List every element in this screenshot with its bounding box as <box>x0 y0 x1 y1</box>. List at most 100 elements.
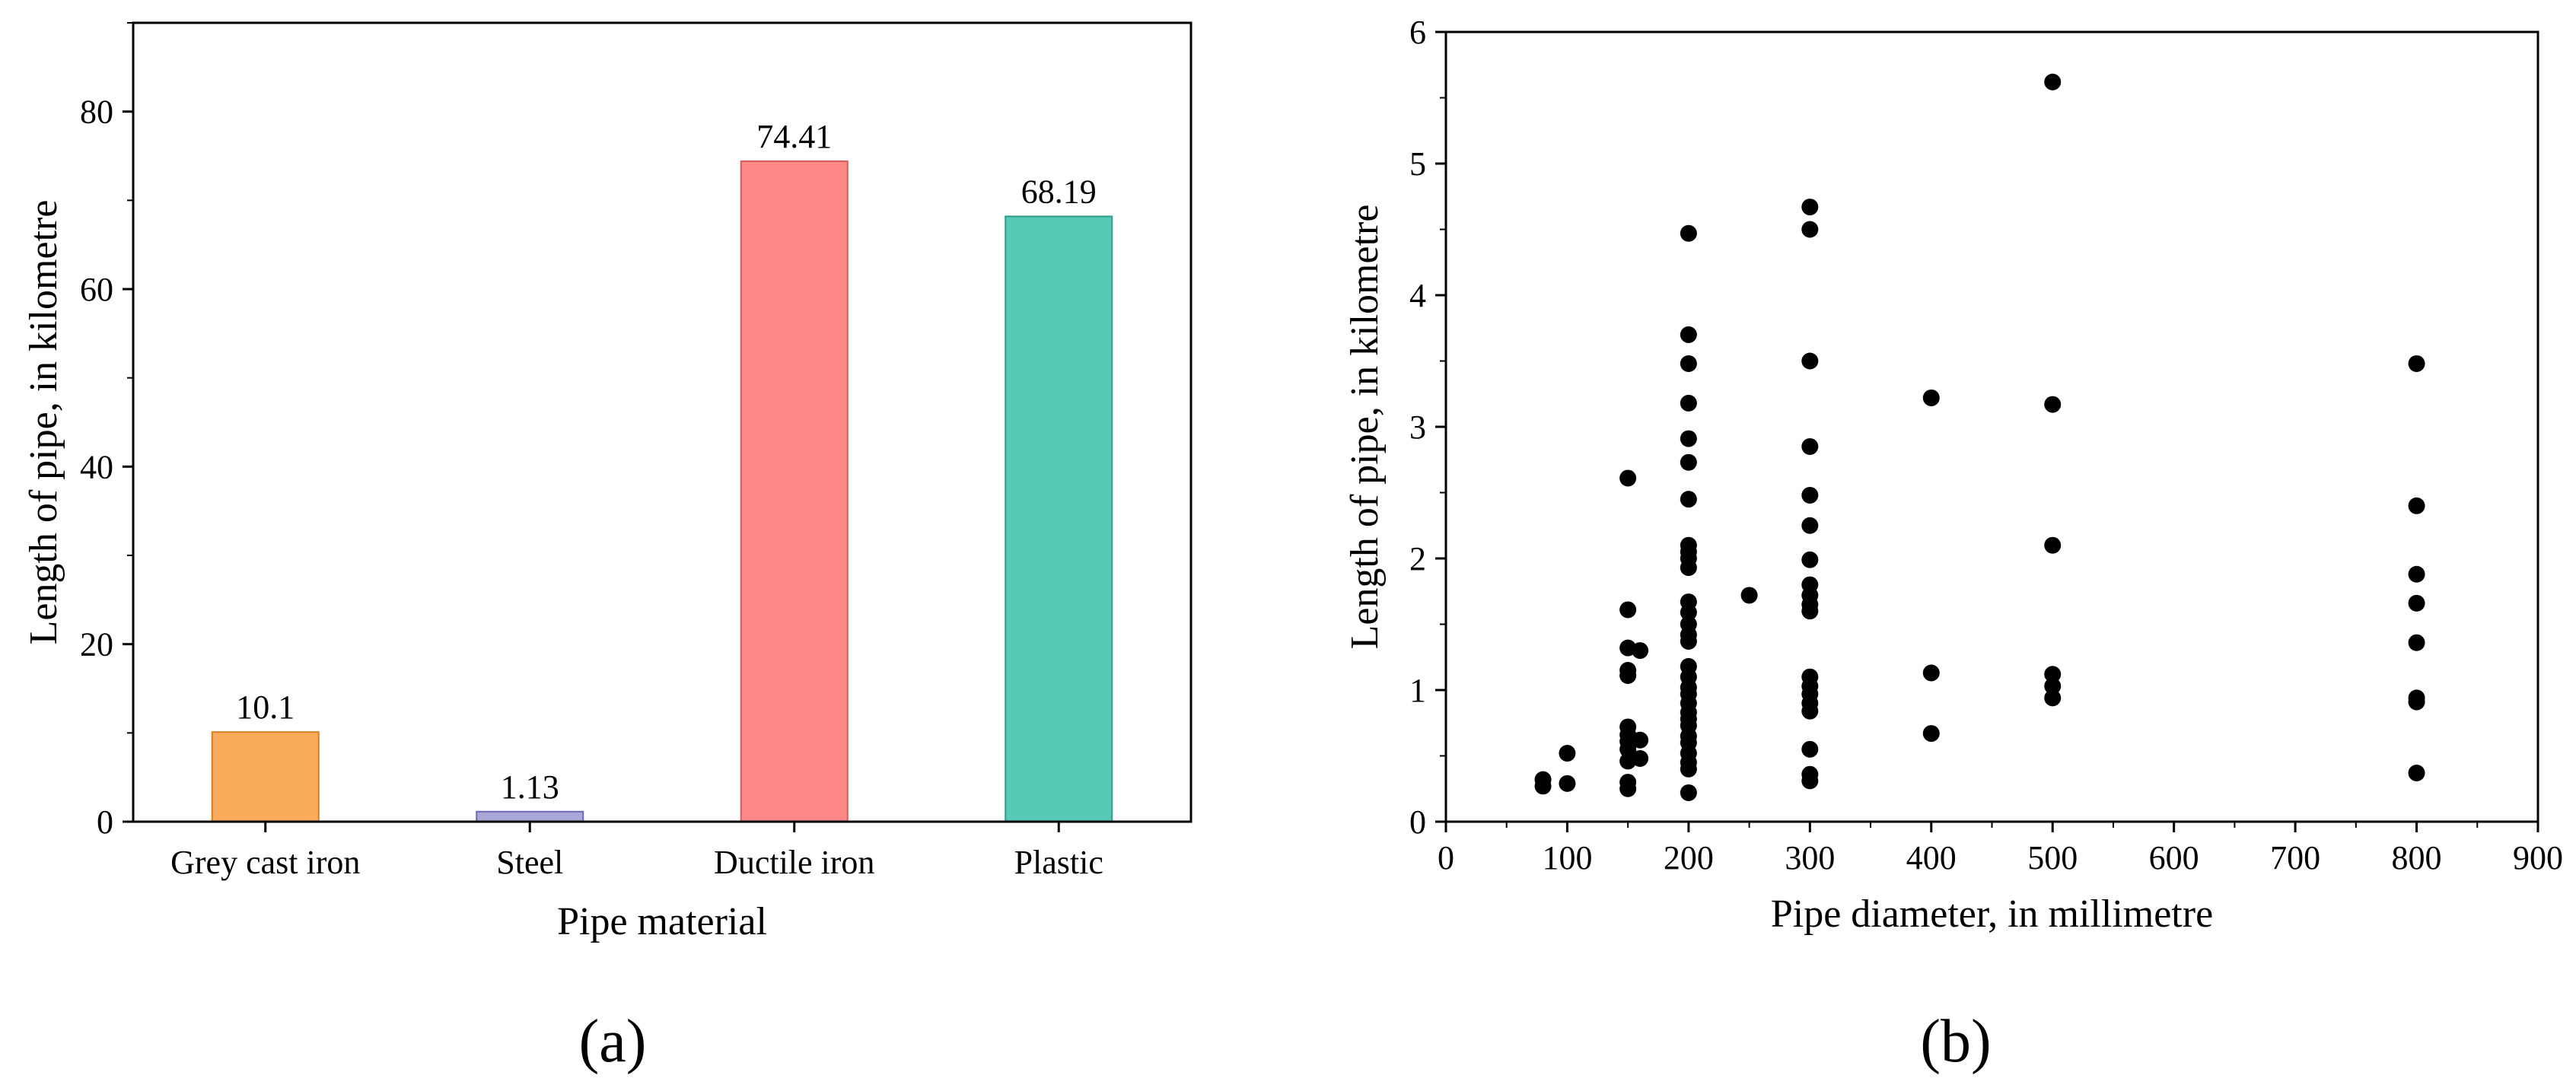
scatter-point <box>2408 355 2425 372</box>
scatter-point <box>2044 73 2062 91</box>
y-tick-label: 20 <box>80 626 113 663</box>
x-tick-label: Ductile iron <box>714 844 874 881</box>
x-tick-label: Plastic <box>1014 844 1103 881</box>
scatter-point <box>1619 469 1637 487</box>
x-tick-label: 200 <box>1664 839 1714 876</box>
scatter-point <box>1680 760 1697 778</box>
panel-label: (a) <box>579 1008 647 1075</box>
scatter-chart-panel: 0 1 2 3 4 5 6 0 100 200 300 400 500 600 700 800 900 Pip… <box>1343 14 2563 1075</box>
scatter-point <box>1680 559 1697 577</box>
x-axis-title: Pipe material <box>557 900 767 943</box>
y-axis-ticks: 0 1 2 3 4 5 6 <box>1409 14 1446 841</box>
plot-frame <box>1444 30 2539 823</box>
y-tick-label: 40 <box>80 448 113 485</box>
scatter-point <box>1680 453 1697 471</box>
scatter-point <box>2408 497 2425 514</box>
y-tick-label: 4 <box>1409 277 1426 314</box>
scatter-point <box>1801 437 1819 455</box>
scatter-point <box>1680 394 1697 412</box>
scatter-point <box>1801 352 1819 370</box>
scatter-point <box>2044 677 2062 695</box>
scatter-point <box>1801 199 1819 216</box>
scatter-point <box>2044 536 2062 554</box>
y-tick-label: 6 <box>1409 14 1426 51</box>
scatter-point <box>1632 642 1649 660</box>
scatter-point <box>1922 664 1940 682</box>
x-tick-label: 600 <box>2149 839 2199 876</box>
scatter-point <box>1801 486 1819 504</box>
scatter-point <box>1559 775 1576 792</box>
scatter-point <box>1922 389 1940 406</box>
scatter-point <box>2044 396 2062 413</box>
scatter-point <box>1922 725 1940 743</box>
panel-label: (b) <box>1920 1008 1991 1075</box>
y-tick-label: 60 <box>80 271 113 308</box>
x-tick-label: 0 <box>1438 839 1454 876</box>
scatter-point <box>1632 749 1649 767</box>
scatter-point <box>1680 430 1697 447</box>
bar-value-label: 68.19 <box>1021 173 1097 210</box>
x-tick-label: Grey cast iron <box>170 844 360 881</box>
x-tick-label: 700 <box>2270 839 2320 876</box>
scatter-point <box>1619 601 1637 619</box>
y-tick-label: 2 <box>1409 540 1426 577</box>
x-tick-label: 100 <box>1542 839 1592 876</box>
bar-value-label: 1.13 <box>501 768 559 806</box>
y-axis-title: Length of pipe, in kilometre <box>1343 205 1387 650</box>
x-tick-label: Steel <box>496 844 563 881</box>
scatter-point <box>1801 221 1819 238</box>
scatter-points <box>1534 73 2425 801</box>
scatter-point <box>1680 784 1697 801</box>
scatter-point <box>2408 594 2425 612</box>
scatter-point <box>1801 551 1819 568</box>
scatter-point <box>1619 666 1637 684</box>
y-tick-label: 3 <box>1409 409 1426 446</box>
y-tick-label: 5 <box>1409 145 1426 183</box>
scatter-point <box>1801 603 1819 620</box>
x-tick-label: 400 <box>1906 839 1957 876</box>
scatter-point <box>2408 693 2425 711</box>
y-tick-label: 0 <box>97 803 113 841</box>
bar <box>476 810 584 822</box>
scatter-point <box>1801 702 1819 720</box>
scatter-point <box>1632 731 1649 749</box>
scatter-point <box>2408 634 2425 651</box>
x-tick-label: 500 <box>2027 839 2078 876</box>
bar-value-label: 10.1 <box>236 689 295 726</box>
scatter-point <box>2408 565 2425 583</box>
scatter-point <box>2044 689 2062 707</box>
y-axis-title: Length of pipe, in kilometre <box>22 200 65 645</box>
scatter-point <box>1740 587 1758 604</box>
bar <box>211 731 320 823</box>
scatter-point <box>1801 772 1819 790</box>
scatter-point <box>1534 778 1552 795</box>
bar <box>1005 215 1113 822</box>
scatter-point <box>1680 326 1697 343</box>
bar <box>740 160 849 822</box>
x-tick-label: 800 <box>2392 839 2442 876</box>
bar-value-label: 74.41 <box>756 118 832 155</box>
bar-data-labels: 10.1 1.13 74.41 68.19 <box>236 118 1097 806</box>
scatter-point <box>2044 666 2062 683</box>
scatter-point <box>1559 745 1576 762</box>
scatter-point <box>2408 764 2425 781</box>
x-axis-ticks: Grey cast iron Steel Ductile iron Plastic <box>170 822 1103 881</box>
scatter-point <box>1680 224 1697 242</box>
y-axis-ticks: 0 20 40 60 80 <box>80 22 133 841</box>
x-axis-title: Pipe diameter, in millimetre <box>1771 892 2213 936</box>
scatter-point <box>1680 355 1697 372</box>
y-tick-label: 80 <box>80 94 113 131</box>
scatter-point <box>1801 740 1819 758</box>
y-tick-label: 0 <box>1409 803 1426 841</box>
scatter-point <box>1619 740 1637 758</box>
x-axis-ticks: 0 100 200 300 400 500 600 700 800 900 <box>1438 822 2563 876</box>
bar-chart-panel: 10.1 1.13 74.41 68.19 0 20 40 60 80 Grey cast i… <box>22 21 1192 1075</box>
scatter-point <box>1680 632 1697 650</box>
scatter-point <box>1619 780 1637 797</box>
bar-series <box>211 160 1113 823</box>
plot-frame <box>132 21 1192 823</box>
scatter-point <box>1680 603 1697 621</box>
x-tick-label: 900 <box>2513 839 2563 876</box>
scatter-point <box>1801 517 1819 534</box>
